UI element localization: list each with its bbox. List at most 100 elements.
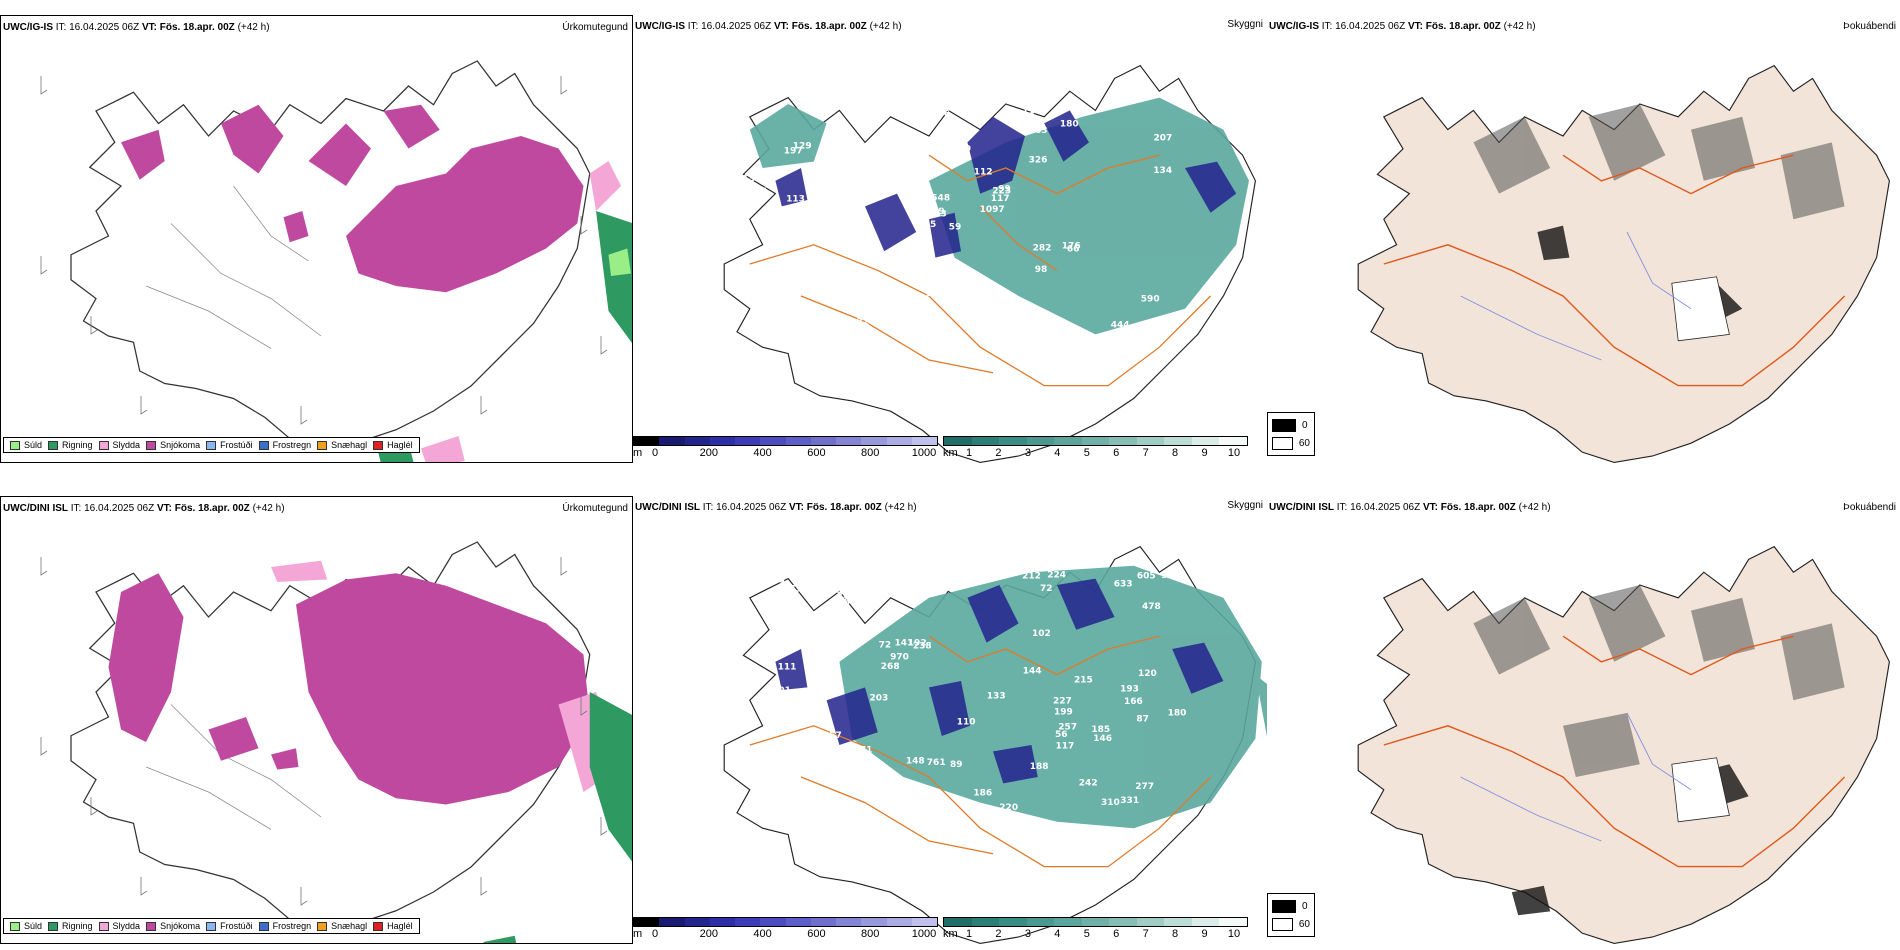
panel-header-fog: UWC/IG-IS IT: 16.04.2025 06Z VT: Fös. 18… [1269, 21, 1536, 33]
it-label: IT: [687, 21, 699, 32]
cloudbase-value-label: 478 [1142, 602, 1161, 612]
cloudbase-value-label: 163 [1029, 126, 1048, 136]
cloudbase-value-label: 302 [1161, 571, 1180, 581]
panel-title-precip: Úrkomutegund [562, 503, 628, 514]
sky-legend-label: 60 [1298, 437, 1310, 449]
precip-legend: Súld Rigning Slydda Snjókoma Frostúði Frostre… [3, 918, 420, 934]
cloudbase-value-label: 444 [1111, 320, 1130, 330]
cloudbase-value-label: 73 [789, 585, 802, 595]
cloudbase-value-label: 113 [786, 195, 805, 205]
cloudbase-value-label: 199 [1054, 707, 1073, 717]
fog-map-bottom [1357, 545, 1891, 944]
cloudbase-value-label: 186 [973, 789, 992, 799]
cloudbase-value-label: 185 [1091, 725, 1110, 735]
lead-time: (+42 h) [1518, 502, 1551, 513]
colorbar-segment [659, 437, 685, 445]
cloudbase-value-label: 238 [913, 642, 932, 652]
cloudbase-value-label: 761 [927, 758, 946, 768]
precip-map-panel-bottom: UWC/DINI ISL IT: 16.04.2025 06Z VT: Fös.… [0, 496, 633, 944]
cloudbase-value-label: 99 [772, 604, 785, 614]
colorbar-tick: 9 [1201, 447, 1208, 459]
colorbar-segment [1164, 437, 1192, 445]
cloudbase-value-label: 104 [768, 310, 787, 320]
cloudbase-value-label: 59 [949, 223, 962, 233]
colorbar-segment [1136, 437, 1165, 445]
cloudbase-value-label: 192 [908, 639, 927, 649]
visibility-colorbar: km 1 2 3 4 5 6 7 8 9 10 [943, 917, 1248, 941]
cloudbase-unit: m [633, 928, 643, 940]
colorbar-tick: 10 [1227, 928, 1241, 940]
legend-item: Súld [10, 440, 42, 450]
colorbar-segment [1054, 918, 1082, 926]
colorbar-tick: 600 [807, 447, 826, 459]
cloudbase-value-label: 146 [1093, 734, 1112, 744]
vt-value: Fös. 18.apr. 00Z [159, 22, 235, 33]
model-name: UWC/IG-IS [3, 22, 53, 33]
cloudbase-value-label: 133 [987, 692, 1006, 702]
vt-label: VT: [1422, 502, 1438, 513]
vt-value: Fös. 18.apr. 00Z [1440, 502, 1516, 513]
it-label: IT: [55, 22, 67, 33]
colorbar-tick: 1000 [911, 928, 937, 940]
fog-shading [1473, 104, 1845, 220]
colorbar-segment [659, 918, 685, 926]
legend-item: Snæhagl [317, 440, 367, 450]
cloudbase-value-label: 98 [1035, 265, 1048, 275]
colorbar-tick: 4 [1054, 447, 1061, 459]
cloudbase-value-label: 134 [1153, 166, 1172, 176]
it-value: 16.04.2025 06Z [69, 22, 140, 33]
colorbar-tick: 3 [1024, 447, 1031, 459]
colorbar-segment [735, 437, 761, 445]
colorbar-tick: 200 [699, 447, 718, 459]
cloudbase-value-label: 132 [768, 299, 787, 309]
vt-label: VT: [788, 502, 804, 513]
cloudbase-value-label: 117 [1056, 741, 1075, 751]
precip-map-bottom [40, 541, 632, 943]
colorbar-segment [836, 918, 862, 926]
colorbar-tick: 5 [1083, 928, 1090, 940]
colorbar-tick: 7 [1142, 447, 1149, 459]
colorbar-tick: 2 [995, 928, 1002, 940]
visibility-area [839, 565, 1267, 829]
cloudbase-value-label: 220 [999, 803, 1018, 813]
colorbar-segment [1109, 437, 1137, 445]
colorbar-segment [944, 918, 972, 926]
cloudbase-value-label: 97 [780, 694, 793, 704]
cloudbase-value-label: 129 [793, 142, 812, 152]
fog-map-top [1357, 64, 1891, 463]
lead-time: (+42 h) [237, 22, 270, 33]
cloudbase-value-label: 253 [928, 210, 947, 220]
legend-label: Rigning [62, 440, 93, 450]
colorbar-segment [1054, 437, 1082, 445]
rivers-roads [1383, 154, 1846, 387]
vt-label: VT: [773, 21, 789, 32]
cloudbase-value-label: 382 [926, 289, 945, 299]
cloudbase-colorbar: m 0 200 400 600 800 1000 [633, 917, 938, 941]
colorbar-tick: 7 [1142, 928, 1149, 940]
colorbar-segment [861, 437, 887, 445]
cloudbase-value-label: 78 [838, 598, 851, 608]
cloudbase-value-label: 102 [1032, 629, 1051, 639]
it-value: 16.04.2025 06Z [701, 21, 772, 32]
legend-item: Snjókoma [146, 921, 200, 931]
colorbar-tick: 8 [1172, 928, 1179, 940]
cloudbase-value-label: 67 [796, 738, 809, 748]
cloudbase-value-label: 116 [852, 272, 871, 282]
legend-label: Rigning [62, 921, 93, 931]
panel-header-cloud: UWC/DINI ISL IT: 16.04.2025 06Z VT: Fös.… [635, 502, 917, 514]
fog-map-panel-bottom: Þokuábendi 0 60 [1267, 496, 1900, 944]
legend-label: Snjókoma [160, 440, 201, 450]
legend-swatch [373, 921, 384, 931]
legend-label: Slydda [112, 440, 141, 450]
colorbar-segment [999, 918, 1027, 926]
cloudbase-value-label: 89 [950, 760, 963, 770]
cloudbase-value-label: 72 [879, 640, 892, 650]
legend-swatch [10, 921, 20, 931]
colorbar-segment [810, 437, 836, 445]
colorbar-tick: 800 [861, 447, 880, 459]
cloudbase-value-label: 242 [1079, 779, 1098, 789]
cloudbase-value-label: 970 [890, 653, 909, 663]
vt-value: Fös. 18.apr. 00Z [1425, 21, 1501, 32]
roads [749, 635, 1212, 868]
sky-legend-swatch [1272, 418, 1296, 432]
